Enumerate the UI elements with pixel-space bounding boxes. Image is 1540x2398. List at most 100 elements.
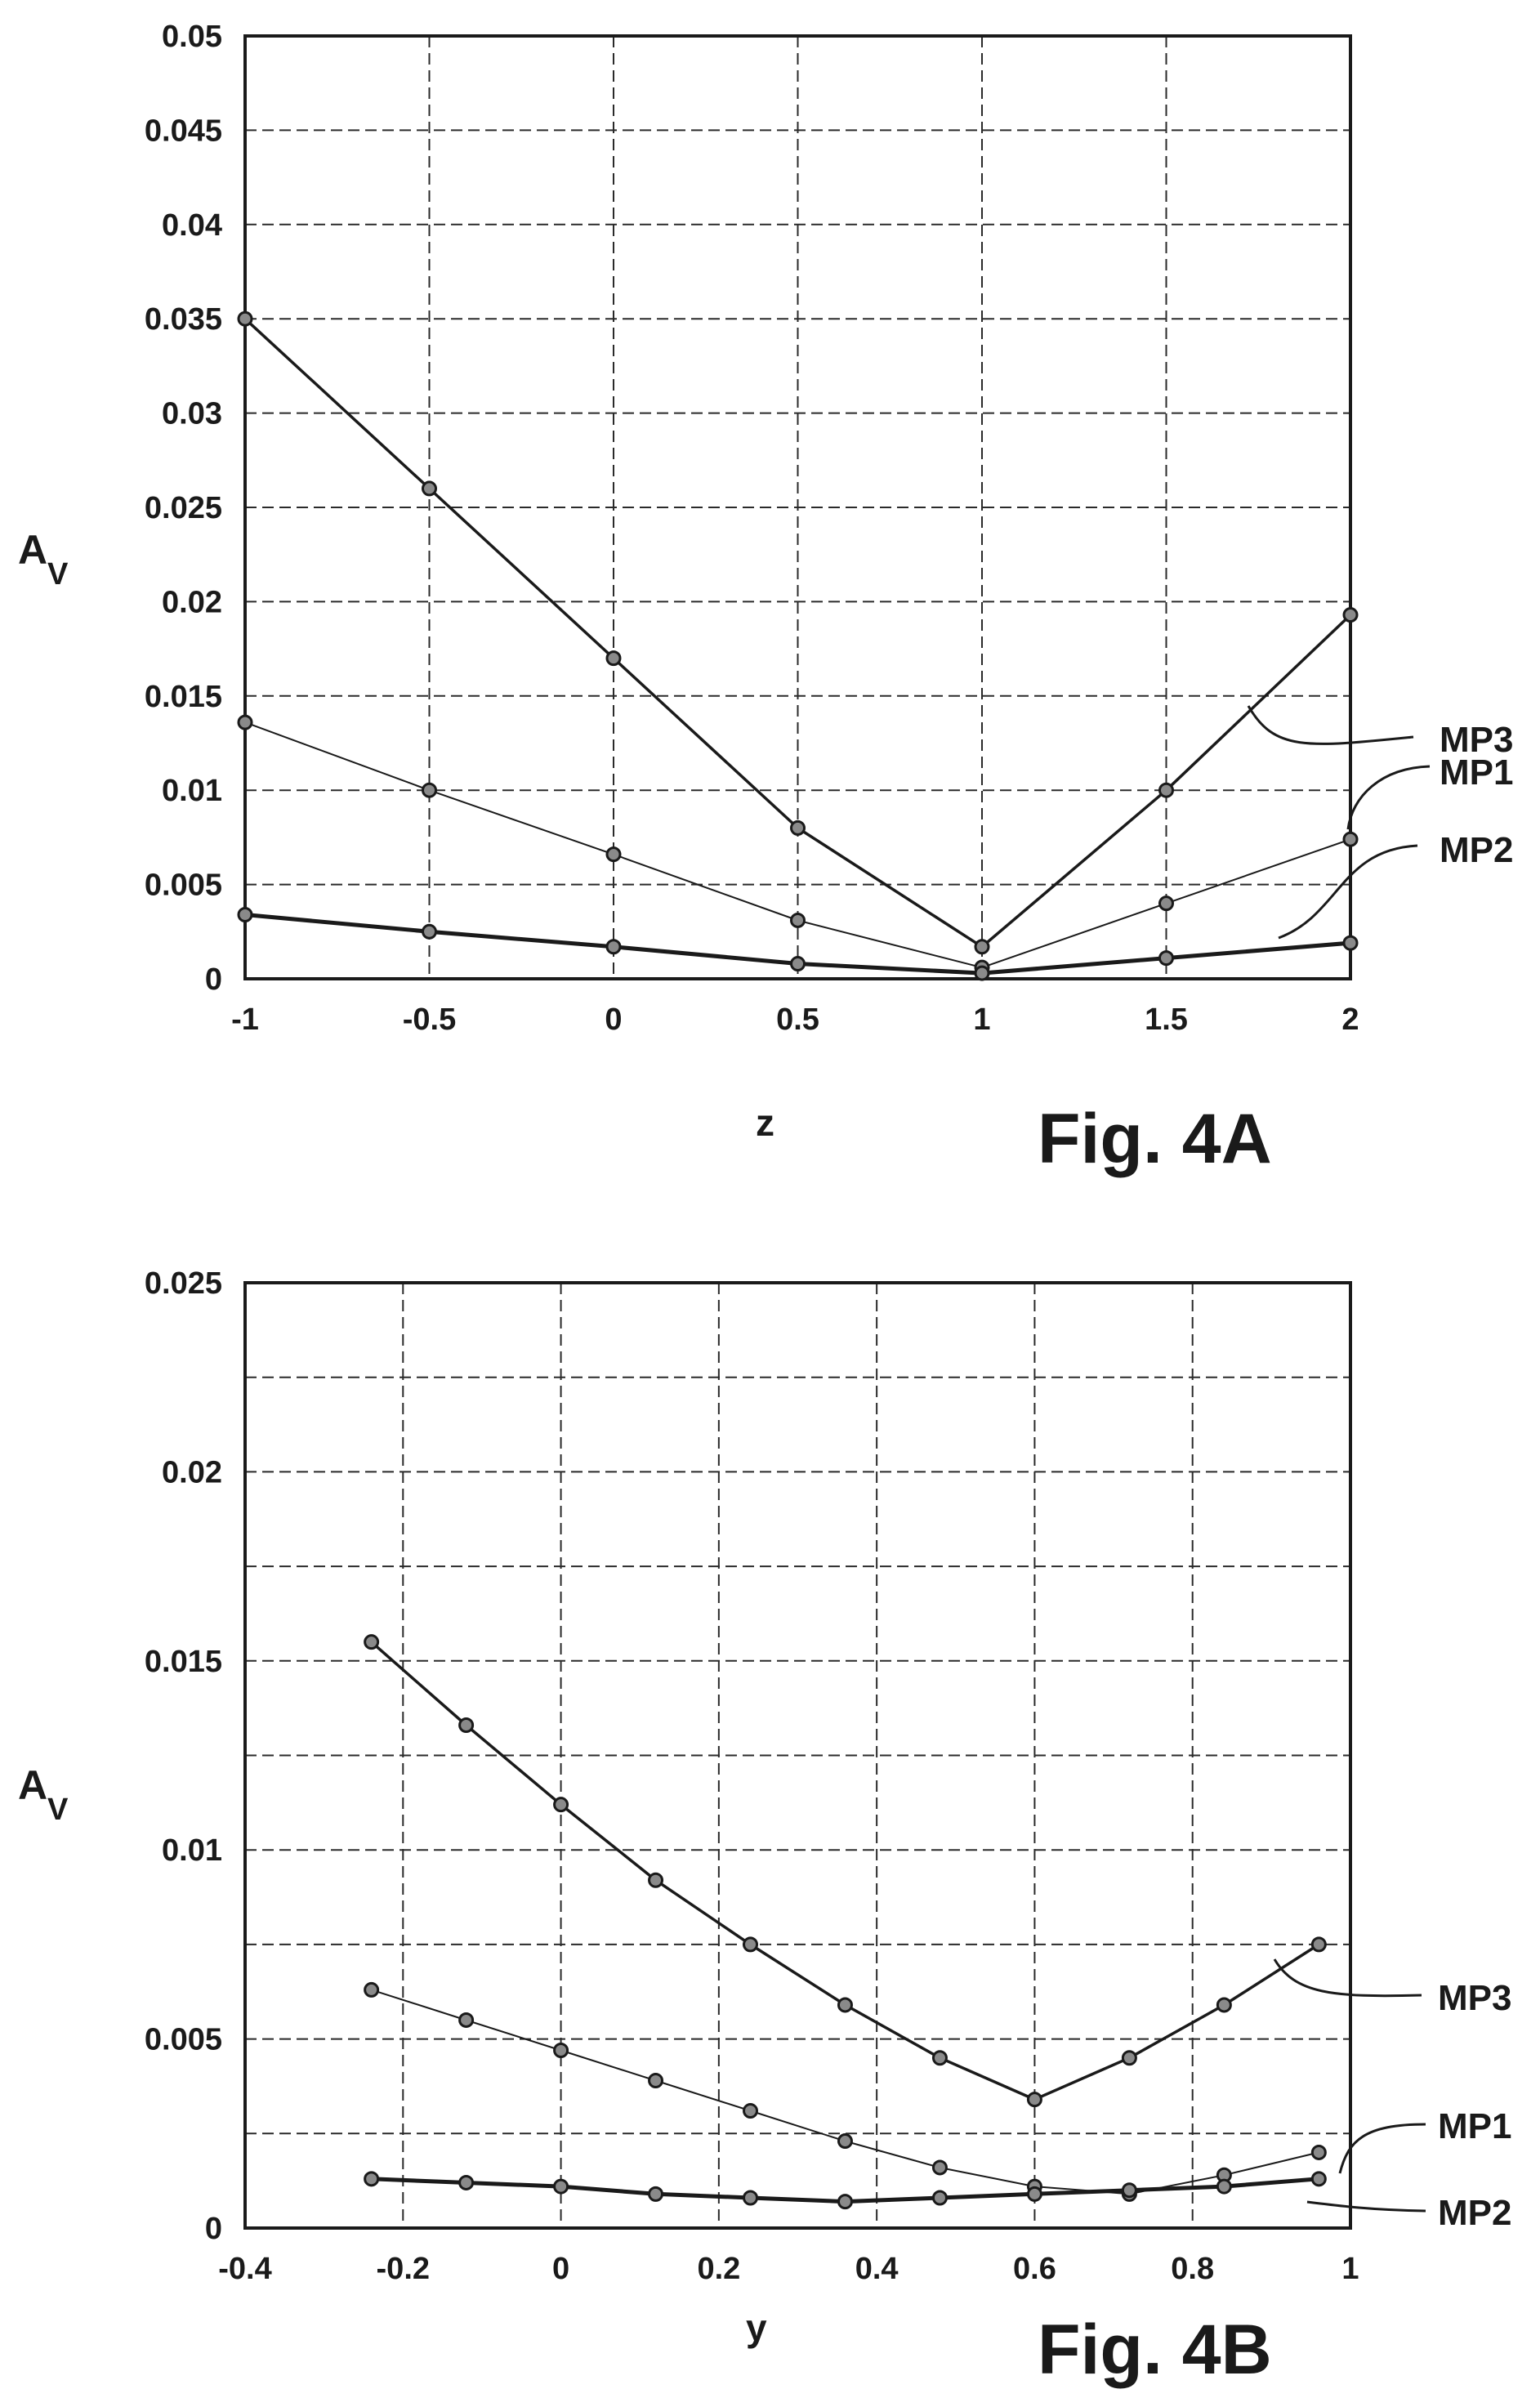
data-point-mp2 bbox=[790, 956, 806, 972]
data-point-mp3 bbox=[1026, 2092, 1042, 2108]
x-tick-label: 0 bbox=[605, 1003, 622, 1037]
series-lines bbox=[370, 1641, 1320, 2204]
y-tick-label: 0.005 bbox=[145, 869, 222, 903]
y-tick-label: 0.03 bbox=[162, 397, 222, 431]
data-point-mp2 bbox=[364, 2171, 380, 2187]
data-points bbox=[237, 310, 1359, 981]
y-axis-title: A bbox=[18, 1762, 47, 1808]
y-tick-label: 0.05 bbox=[162, 20, 222, 54]
data-point-mp2 bbox=[422, 923, 437, 940]
x-tick-label: 0.2 bbox=[697, 2252, 740, 2286]
x-axis-title: y bbox=[746, 2306, 767, 2349]
data-point-mp1 bbox=[1342, 831, 1359, 847]
y-tick-label: 0.01 bbox=[162, 1833, 222, 1868]
data-point-mp2 bbox=[1121, 2182, 1137, 2199]
data-point-mp1 bbox=[837, 2133, 853, 2150]
data-point-mp2 bbox=[1026, 2186, 1042, 2202]
data-point-mp3 bbox=[237, 310, 253, 327]
y-tick-label: 0.02 bbox=[162, 1455, 222, 1489]
series-label-mp2: MP2 bbox=[1438, 2193, 1511, 2233]
figure-caption: Fig. 4A bbox=[1038, 1100, 1272, 1178]
data-point-mp2 bbox=[1158, 950, 1174, 967]
data-point-mp2 bbox=[237, 907, 253, 923]
y-tick-label: 0.005 bbox=[145, 2023, 222, 2057]
plot-frame bbox=[243, 34, 1352, 980]
figure-caption: Fig. 4B bbox=[1038, 2311, 1272, 2389]
gridlines bbox=[245, 36, 1350, 979]
y-tick-label: 0.025 bbox=[145, 1266, 222, 1301]
y-tick-label: 0.025 bbox=[145, 491, 222, 525]
data-point-mp1 bbox=[648, 2073, 664, 2089]
series-label-mp1: MP1 bbox=[1438, 2106, 1511, 2146]
data-point-mp1 bbox=[553, 2042, 569, 2058]
series-label-mp3: MP3 bbox=[1438, 1978, 1511, 2018]
data-point-mp3 bbox=[1158, 782, 1174, 798]
x-tick-label: 2 bbox=[1341, 1003, 1359, 1037]
x-tick-label: 0.5 bbox=[776, 1003, 819, 1037]
data-point-mp3 bbox=[1121, 2050, 1137, 2066]
data-point-mp3 bbox=[1216, 1997, 1232, 2013]
data-point-mp2 bbox=[1342, 935, 1359, 951]
data-point-mp2 bbox=[931, 2190, 948, 2206]
x-tick-label: 0.4 bbox=[855, 2252, 899, 2286]
x-tick-label: -0.4 bbox=[218, 2252, 271, 2286]
y-tick-label: 0 bbox=[205, 2212, 222, 2246]
x-tick-labels: -0.4 -0.2 0 0.2 0.4 0.6 0.8 1 bbox=[218, 2252, 1359, 2286]
data-point-mp3 bbox=[648, 1872, 664, 1888]
data-point-mp2 bbox=[837, 2194, 853, 2210]
data-point-mp1 bbox=[790, 912, 806, 928]
data-point-mp1 bbox=[1158, 895, 1174, 912]
data-point-mp1 bbox=[743, 2103, 759, 2119]
data-point-mp3 bbox=[790, 819, 806, 836]
data-point-mp3 bbox=[364, 1634, 380, 1650]
data-point-mp3 bbox=[931, 2050, 948, 2066]
x-axis-title: z bbox=[756, 1101, 774, 1144]
x-tick-label: 1.5 bbox=[1145, 1003, 1188, 1037]
plot-frame bbox=[243, 1281, 1352, 2230]
data-point-mp3 bbox=[743, 1936, 759, 1953]
data-point-mp2 bbox=[553, 2178, 569, 2195]
data-point-mp2 bbox=[1216, 2178, 1232, 2195]
leader-line-mp2 bbox=[1306, 2200, 1426, 2213]
x-tick-label: 1 bbox=[973, 1003, 990, 1037]
data-point-mp1 bbox=[422, 782, 437, 798]
leader-line-mp3 bbox=[1247, 705, 1414, 745]
data-point-mp1 bbox=[458, 2012, 475, 2028]
leader-line-mp1 bbox=[1346, 765, 1431, 830]
data-point-mp1 bbox=[1310, 2144, 1327, 2160]
x-tick-label: 0.6 bbox=[1013, 2252, 1056, 2286]
y-tick-label: 0.04 bbox=[162, 208, 222, 243]
data-point-mp1 bbox=[605, 846, 622, 863]
gridlines bbox=[245, 1283, 1350, 2228]
series-label-mp3: MP3 bbox=[1440, 720, 1513, 760]
series-line-mp1 bbox=[371, 1989, 1319, 2195]
y-axis-title-subscript: V bbox=[47, 1793, 69, 1827]
data-point-mp2 bbox=[458, 2174, 475, 2190]
series-line-mp3 bbox=[370, 1641, 1320, 2101]
leader-line-mp2 bbox=[1278, 844, 1418, 940]
data-point-mp3 bbox=[422, 480, 437, 497]
y-axis-title-subscript: V bbox=[47, 557, 69, 592]
data-point-mp1 bbox=[931, 2159, 948, 2176]
x-tick-label: 0 bbox=[552, 2252, 569, 2286]
leader-line-mp1 bbox=[1338, 2123, 1426, 2174]
data-point-mp3 bbox=[1310, 1936, 1327, 1953]
y-tick-label: 0.015 bbox=[145, 1645, 222, 1679]
data-point-mp3 bbox=[837, 1997, 853, 2013]
data-point-mp2 bbox=[1310, 2171, 1327, 2187]
y-tick-label: 0.01 bbox=[162, 774, 222, 808]
chart-fig-4b: 0 0.005 0.01 0.015 0.02 0.025 -0.4 -0.2 0 0.2 0.4… bbox=[18, 1266, 1511, 2389]
y-tick-label: 0 bbox=[205, 962, 222, 997]
series-label-mp1: MP1 bbox=[1440, 752, 1513, 793]
leader-line-mp3 bbox=[1273, 1958, 1422, 1998]
data-point-mp3 bbox=[605, 650, 622, 667]
data-point-mp3 bbox=[553, 1797, 569, 1813]
y-tick-label: 0.035 bbox=[145, 302, 222, 337]
x-tick-label: -0.5 bbox=[403, 1003, 456, 1037]
data-point-mp3 bbox=[458, 1717, 475, 1733]
y-tick-label: 0.015 bbox=[145, 680, 222, 714]
data-point-mp2 bbox=[648, 2186, 664, 2202]
x-tick-label: 1 bbox=[1341, 2252, 1359, 2286]
x-tick-label: -0.2 bbox=[377, 2252, 430, 2286]
